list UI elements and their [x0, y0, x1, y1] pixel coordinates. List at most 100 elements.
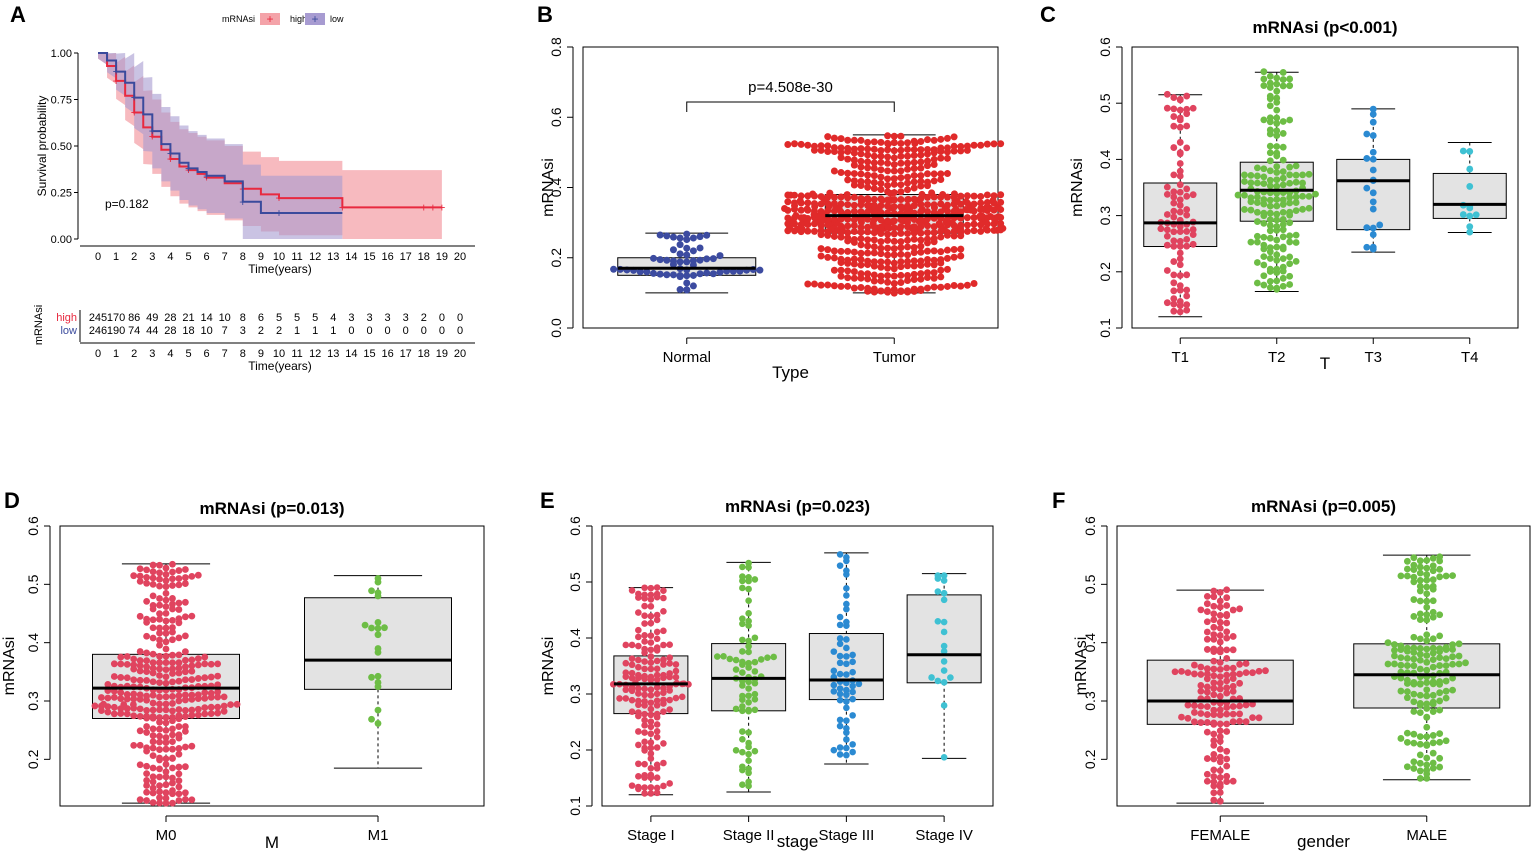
y-tick-label: 0.00 [51, 234, 72, 246]
data-point [1163, 299, 1171, 307]
data-point [1223, 762, 1231, 770]
risk-x-tick-label: 10 [273, 348, 285, 360]
risk-count: 3 [403, 312, 409, 324]
data-point [1216, 603, 1224, 611]
data-point [917, 242, 925, 250]
data-point [837, 247, 845, 255]
data-point [374, 720, 382, 727]
data-point [143, 668, 151, 676]
data-point [156, 601, 163, 609]
data-point [1273, 169, 1281, 176]
risk-x-tick-label: 0 [95, 348, 101, 360]
data-point [864, 249, 872, 257]
data-point [1210, 730, 1218, 738]
data-point [136, 657, 144, 664]
data-point [1416, 563, 1424, 571]
data-point [864, 164, 872, 172]
data-point [1363, 155, 1371, 162]
data-point [374, 645, 382, 652]
data-point [622, 695, 630, 702]
data-point [1266, 176, 1274, 184]
plot-frame [1131, 46, 1519, 329]
data-point [374, 575, 382, 582]
data-point [1273, 132, 1281, 140]
box-group-m0 [91, 560, 241, 807]
y-tick-label: 0.3 [567, 684, 583, 704]
data-point [910, 184, 918, 192]
data-point [117, 674, 125, 681]
data-point [1436, 706, 1444, 714]
data-point [849, 748, 856, 756]
data-point [201, 653, 209, 661]
data-point [739, 703, 746, 710]
data-point [1429, 708, 1437, 715]
data-point [897, 132, 905, 140]
data-point [1247, 179, 1255, 187]
legend-swatch-low [305, 13, 325, 25]
data-point [368, 715, 375, 723]
data-point [963, 192, 971, 200]
data-point [162, 617, 170, 625]
censor-mark: + [113, 74, 120, 88]
data-point [1436, 645, 1444, 653]
data-point [1266, 222, 1274, 229]
data-point [120, 701, 128, 708]
data-point [149, 664, 157, 672]
data-point [175, 723, 183, 730]
data-point [136, 667, 144, 675]
data-point [143, 706, 151, 714]
data-point [884, 139, 892, 147]
risk-count: 0 [439, 312, 445, 324]
data-point [1305, 204, 1313, 212]
data-point [1429, 649, 1437, 657]
data-point [1266, 92, 1274, 100]
data-point [647, 711, 655, 719]
x-tick-label: 15 [363, 251, 375, 263]
data-point [1449, 646, 1456, 653]
data-point [1416, 656, 1424, 664]
data-point [1369, 132, 1377, 139]
data-point [149, 784, 157, 792]
data-point [181, 574, 189, 581]
data-point [1273, 114, 1281, 122]
censor-mark: + [420, 200, 427, 214]
data-point [745, 750, 752, 758]
y-tick-label: 0.0 [548, 318, 564, 338]
data-point [844, 222, 852, 230]
y-tick-label: 0.3 [1097, 206, 1113, 226]
data-point [1423, 713, 1431, 721]
data-point [756, 266, 764, 274]
data-point [162, 768, 170, 776]
data-point [739, 563, 746, 571]
data-point [1216, 589, 1224, 596]
data-point [1163, 104, 1171, 112]
y-tick-label: 0.5 [25, 574, 41, 594]
data-point [169, 582, 176, 589]
data-point [149, 713, 157, 720]
data-point [1249, 714, 1256, 722]
data-point [924, 229, 931, 237]
data-point [843, 725, 850, 732]
data-point [1176, 201, 1184, 209]
data-point [1170, 94, 1178, 101]
data-point [143, 663, 151, 671]
x-tick-label: Stage III [818, 827, 874, 844]
data-point [628, 669, 636, 677]
risk-x-tick-label: 8 [240, 348, 246, 360]
x-tick-label: 11 [291, 251, 302, 263]
data-point [917, 172, 925, 180]
data-point [641, 591, 648, 599]
data-point [169, 738, 176, 746]
data-point [1210, 665, 1218, 673]
data-point [130, 695, 138, 703]
data-point [1384, 660, 1392, 668]
data-point [1423, 723, 1431, 731]
data-point [910, 243, 918, 251]
data-point [1429, 562, 1437, 570]
data-point [643, 268, 651, 276]
data-point [1279, 226, 1287, 234]
data-point [136, 612, 144, 620]
data-point [970, 214, 978, 222]
data-point [884, 146, 892, 154]
